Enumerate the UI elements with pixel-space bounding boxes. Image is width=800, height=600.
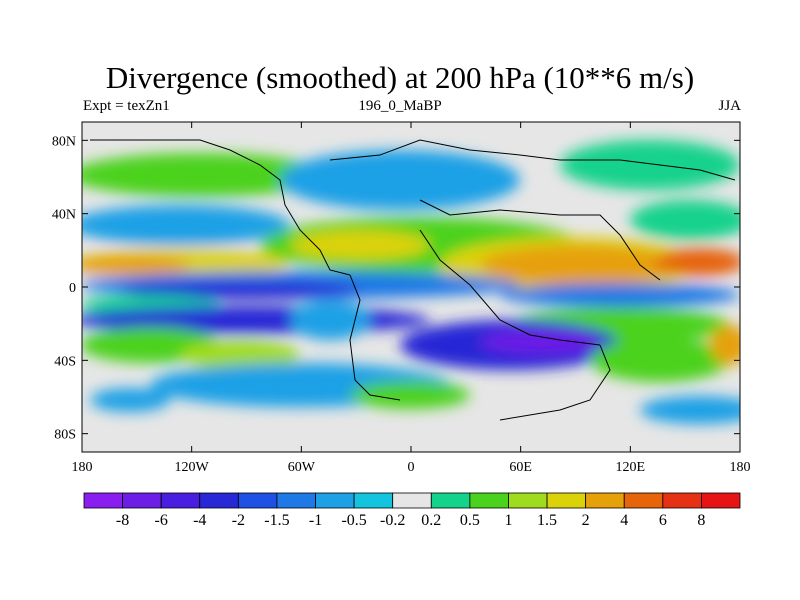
y-tick-label-3: 40S — [54, 354, 76, 369]
colorbar-box-16 — [701, 492, 741, 509]
colorbar-box-3 — [199, 492, 239, 509]
colorbar-box-5 — [276, 492, 316, 509]
x-tick-label-1: 120W — [175, 460, 210, 475]
colorbar-label-9: 0.5 — [460, 512, 480, 529]
colorbar-label-6: -0.5 — [341, 512, 366, 529]
colorbar-box-10 — [469, 492, 509, 509]
axes: 180 120W 60W 0 60E 120E 180 80N 40N 0 40S 80S — [52, 122, 751, 475]
colorbar-label-3: -2 — [232, 512, 245, 529]
colorbar-label-11: 1.5 — [537, 512, 557, 529]
colorbar-box-14 — [623, 492, 664, 509]
map-area — [82, 122, 740, 452]
colorbar-label-0: -8 — [116, 512, 129, 529]
colorbar: -8 -6 -4 -2 -1.5 -1 -0.5 -0.2 0.2 0.5 1 1.5 2 4 6 8 — [83, 492, 741, 529]
y-tick-label-1: 40N — [52, 208, 76, 223]
colorbar-box-15 — [662, 492, 702, 509]
colorbar-box-13 — [585, 492, 625, 509]
colorbar-box-0 — [83, 492, 123, 509]
colorbar-label-15: 8 — [697, 512, 705, 529]
season-label: JJA — [718, 98, 741, 114]
colorbar-label-2: -4 — [193, 512, 206, 529]
colorbar-label-10: 1 — [504, 512, 512, 529]
case-label: 196_0_MaBP — [358, 98, 442, 114]
x-tick-label-2: 60W — [288, 460, 316, 475]
colorbar-box-7 — [353, 492, 394, 509]
colorbar-box-11 — [508, 492, 548, 509]
colorbar-box-2 — [160, 492, 201, 509]
colorbar-label-12: 2 — [582, 512, 590, 529]
y-tick-label-2: 0 — [69, 281, 76, 296]
experiment-label: Expt = texZn1 — [83, 98, 170, 114]
x-tick-label-0: 180 — [72, 460, 93, 475]
colorbar-label-4: -1.5 — [264, 512, 289, 529]
colorbar-box-4 — [237, 492, 278, 509]
colorbar-label-7: -0.2 — [380, 512, 405, 529]
colorbar-label-13: 4 — [620, 512, 628, 529]
colorbar-label-5: -1 — [309, 512, 322, 529]
colorbar-box-8 — [392, 492, 432, 509]
colorbar-label-8: 0.2 — [421, 512, 441, 529]
x-tick-label-4: 60E — [509, 460, 532, 475]
colorbar-box-12 — [546, 492, 587, 509]
colorbar-box-1 — [122, 492, 162, 509]
x-tick-label-5: 120E — [616, 460, 646, 475]
x-tick-label-3: 0 — [408, 460, 415, 475]
colorbar-box-9 — [430, 492, 471, 509]
colorbar-label-1: -6 — [155, 512, 168, 529]
y-tick-label-0: 80N — [52, 134, 76, 149]
y-tick-label-4: 80S — [54, 428, 76, 443]
colorbar-label-14: 6 — [659, 512, 667, 529]
chart-title: Divergence (smoothed) at 200 hPa (10**6 … — [105, 60, 695, 95]
x-tick-label-6: 180 — [730, 460, 751, 475]
colorbar-box-6 — [315, 492, 355, 509]
